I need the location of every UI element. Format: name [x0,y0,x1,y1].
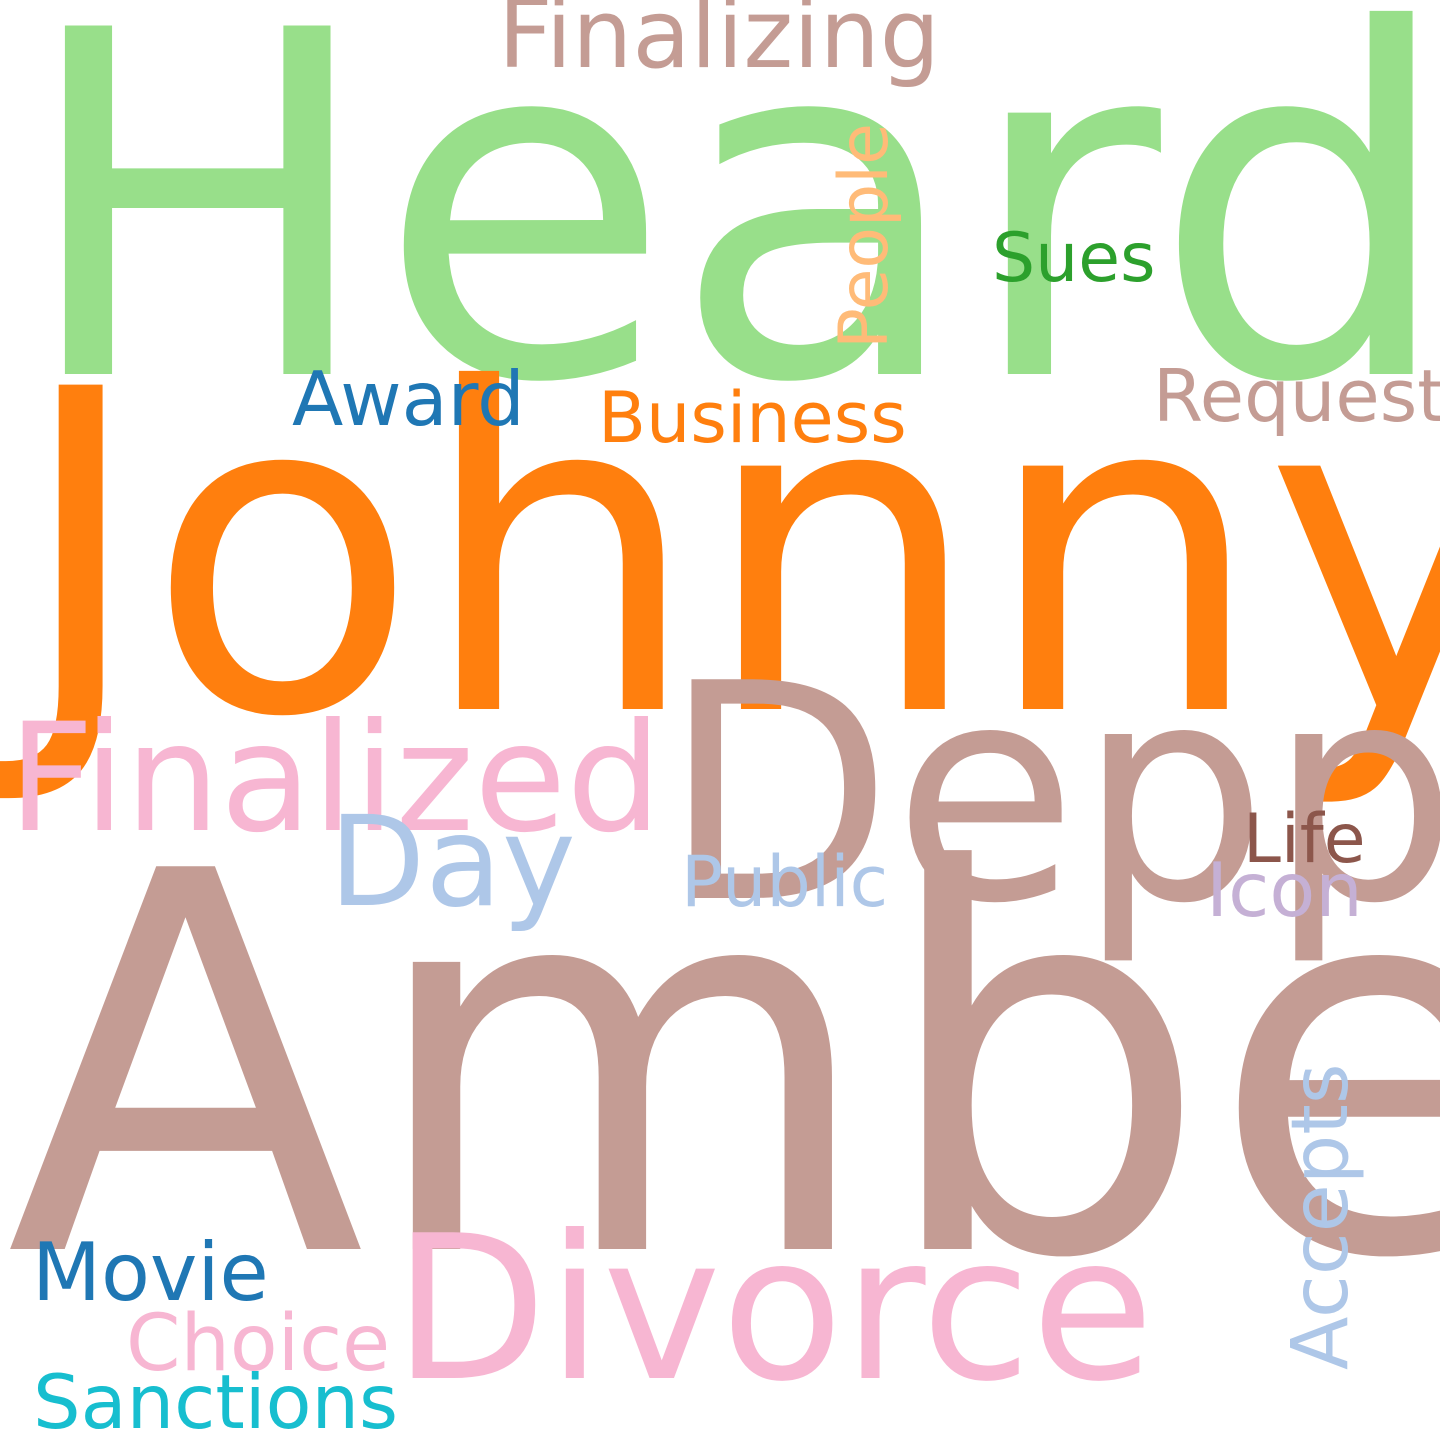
word-people: People [825,123,904,349]
word-sues: Sues [992,219,1156,298]
word-divorce: Divorce [393,1193,1155,1426]
word-johnny: Johnny [15,296,1440,814]
word-choice: Choice [126,1299,391,1389]
word-public: Public [681,841,889,923]
word-finalized: Finalized [8,692,662,866]
word-heard: Heard [18,0,1440,487]
word-request: Request [1153,354,1440,438]
word-icon: Icon [1206,846,1363,934]
word-amber: Amber [6,762,1440,1373]
word-life: Life [1243,800,1366,879]
word-movie: Movie [32,1226,269,1319]
word-business: Business [598,377,907,459]
word-award: Award [292,355,525,443]
word-accepts: Accepts [1276,1063,1366,1370]
word-sanctions: Sanctions [33,1358,399,1440]
word-day: Day [329,790,576,935]
word-finalizing: Finalizing [498,0,941,90]
word-depp: Depp [662,620,1440,969]
